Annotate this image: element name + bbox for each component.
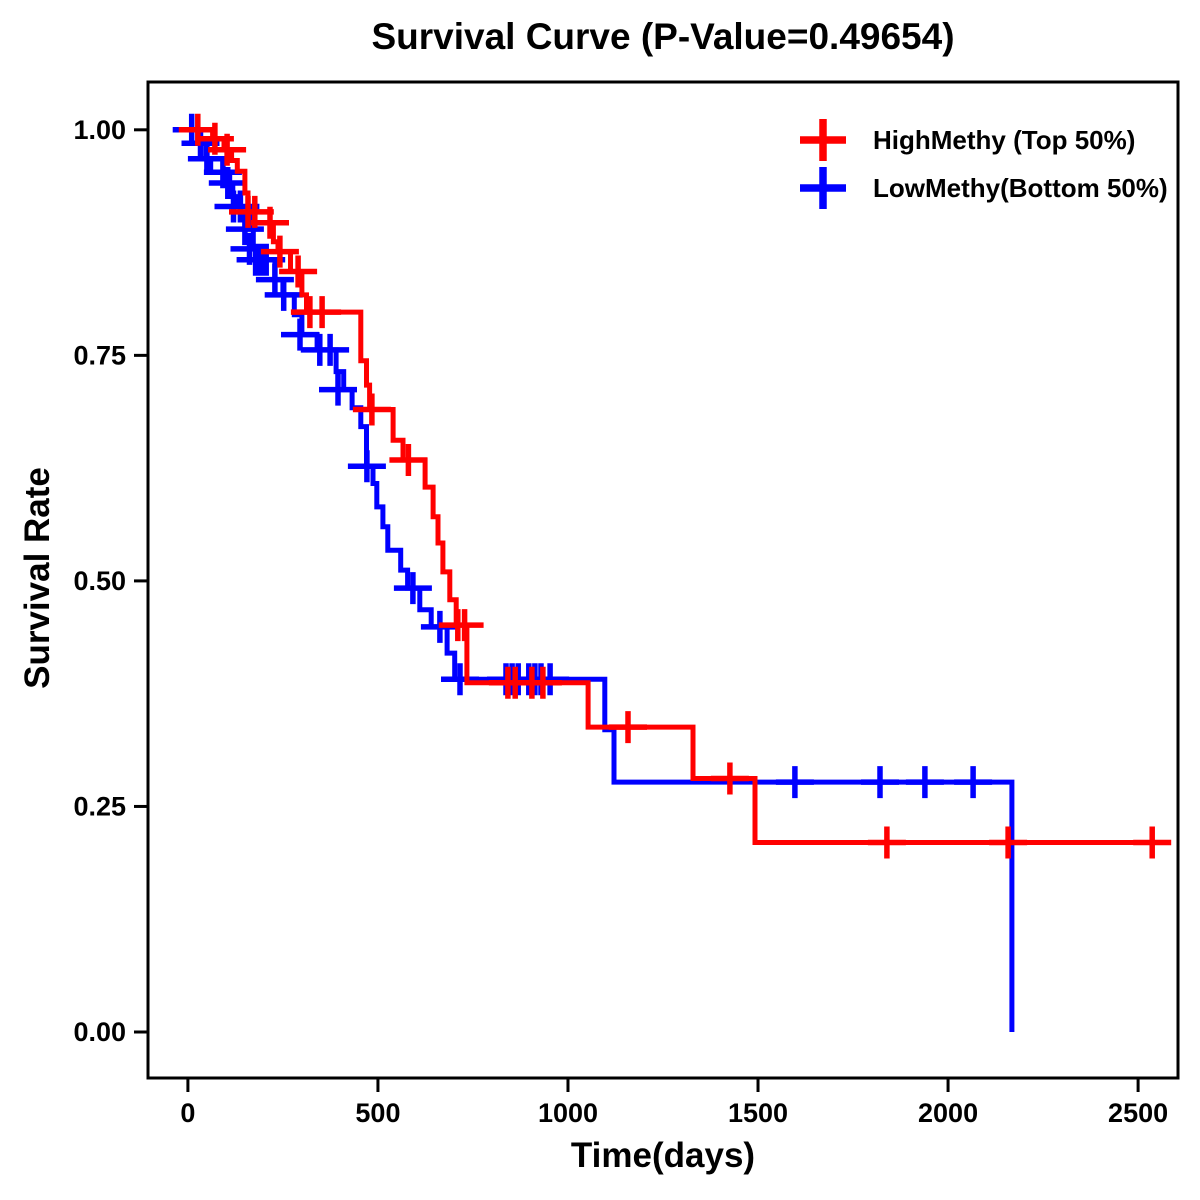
survival-curve xyxy=(187,127,1167,845)
y-tick-label: 0.75 xyxy=(73,340,126,370)
y-tick-label: 0.25 xyxy=(73,791,126,821)
plot-border xyxy=(146,80,1180,1080)
x-tick-label: 1000 xyxy=(538,1098,598,1128)
chart-title: Survival Curve (P-Value=0.49654) xyxy=(371,16,955,57)
legend-marker xyxy=(800,167,846,209)
x-tick-label: 1500 xyxy=(728,1098,788,1128)
x-axis-label: Time(days) xyxy=(570,1136,756,1175)
x-tick-label: 2000 xyxy=(918,1098,978,1128)
survival-curve xyxy=(187,127,1015,1032)
y-tick-label: 1.00 xyxy=(73,115,126,145)
x-tick-label: 2500 xyxy=(1108,1098,1168,1128)
censor-marks xyxy=(178,113,1172,859)
x-tick-label: 0 xyxy=(180,1098,195,1128)
legend-label: LowMethy(Bottom 50%) xyxy=(873,173,1168,203)
censor-marks xyxy=(172,113,993,799)
x-tick-label: 500 xyxy=(355,1098,400,1128)
legend-label: HighMethy (Top 50%) xyxy=(873,125,1135,155)
y-tick-label: 0.00 xyxy=(73,1017,126,1047)
legend-marker xyxy=(800,119,846,161)
y-tick-label: 0.50 xyxy=(73,566,126,596)
